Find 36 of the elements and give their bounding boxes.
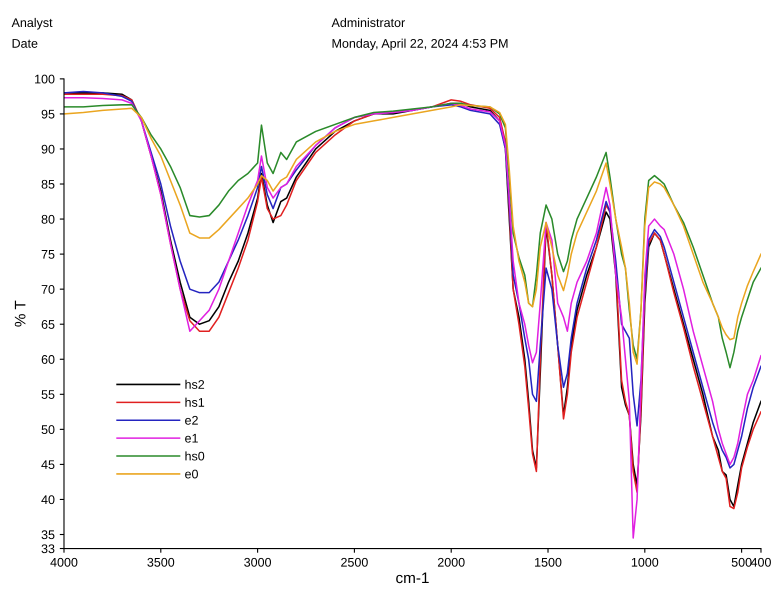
x-axis-title: cm-1	[396, 572, 429, 584]
y-tick-label: 85	[42, 180, 54, 189]
text: Analyst	[12, 18, 52, 30]
x-tick-label: 3500	[147, 558, 174, 567]
x-tick-label: 3000	[244, 558, 272, 567]
legend-label: e2	[185, 416, 198, 425]
y-tick-label: 80	[42, 214, 54, 224]
legend-label: hs0	[185, 451, 204, 461]
x-tick-label: 1500	[535, 558, 562, 567]
y-tick-label: 33	[42, 544, 54, 554]
y-tick-label: 95	[42, 110, 54, 119]
y-tick-label: 65	[42, 320, 54, 329]
y-axis-title: % T	[14, 300, 26, 327]
y-tick-label: 70	[42, 284, 54, 294]
x-tick-label: 2000	[438, 558, 465, 567]
text: Date	[12, 39, 38, 48]
y-tick-label: 90	[42, 144, 54, 154]
y-tick-label: 35	[42, 530, 54, 540]
legend-label: e0	[185, 470, 198, 478]
legend-label: hs1	[185, 398, 204, 407]
legend-label: hs2	[185, 380, 204, 389]
y-tick-label: 40	[41, 495, 54, 504]
x-tick-label: 1000	[632, 558, 658, 567]
text: Monday, April 22, 2024 4:53 PM	[332, 38, 508, 50]
x-tick-label: 2500	[341, 558, 368, 567]
y-tick-label: 100	[35, 74, 54, 84]
y-tick-label: 50	[42, 425, 54, 434]
y-tick-label: 75	[42, 250, 54, 259]
x-tick-label: 4000	[50, 558, 78, 567]
legend-label: e1	[185, 434, 198, 443]
x-tick-label: 400	[750, 558, 771, 567]
y-tick-label: 45	[41, 460, 54, 470]
y-tick-label: 55	[42, 390, 54, 399]
y-tick-label: 60	[42, 355, 54, 364]
text: Administrator	[332, 18, 405, 28]
x-tick-label: 500	[732, 558, 752, 567]
